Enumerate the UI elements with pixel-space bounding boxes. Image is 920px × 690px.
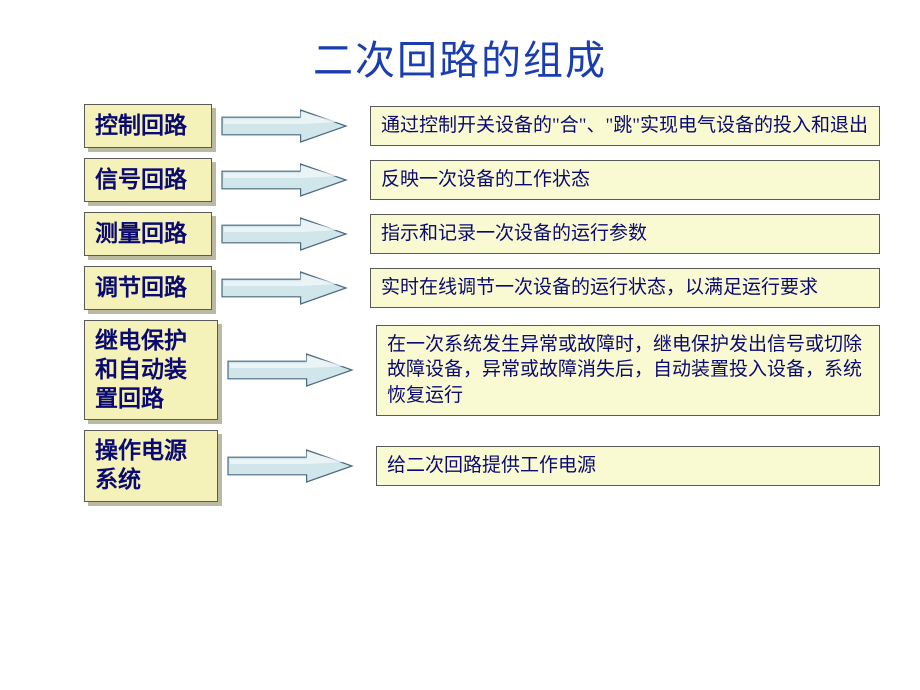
diagram-row: 继电保护和自动装置回路 在一次系统发生异常或故障时，继电保护发出信号或切除故障设… xyxy=(84,320,880,420)
description-text: 实时在线调节一次设备的运行状态，以满足运行要求 xyxy=(370,268,880,308)
diagram-content: 控制回路 通过控制开关设备的"合"、"跳"实现电气设备的投入和退出信号回路 反映… xyxy=(0,104,920,502)
category-label: 信号回路 xyxy=(84,158,212,202)
diagram-row: 控制回路 通过控制开关设备的"合"、"跳"实现电气设备的投入和退出 xyxy=(84,104,880,148)
diagram-row: 操作电源系统 给二次回路提供工作电源 xyxy=(84,430,880,502)
arrow-icon xyxy=(226,446,356,486)
arrow-icon xyxy=(226,350,356,390)
arrow-icon xyxy=(220,268,350,308)
page-title: 二次回路的组成 xyxy=(0,0,920,104)
description-text: 指示和记录一次设备的运行参数 xyxy=(370,214,880,254)
arrow-icon xyxy=(220,160,350,200)
description-text: 给二次回路提供工作电源 xyxy=(376,446,880,486)
category-label: 调节回路 xyxy=(84,266,212,310)
description-text: 反映一次设备的工作状态 xyxy=(370,160,880,200)
category-label: 操作电源系统 xyxy=(84,430,218,502)
category-label: 继电保护和自动装置回路 xyxy=(84,320,218,420)
diagram-row: 信号回路 反映一次设备的工作状态 xyxy=(84,158,880,202)
arrow-icon xyxy=(220,106,350,146)
diagram-row: 测量回路 指示和记录一次设备的运行参数 xyxy=(84,212,880,256)
category-label: 测量回路 xyxy=(84,212,212,256)
category-label: 控制回路 xyxy=(84,104,212,148)
description-text: 通过控制开关设备的"合"、"跳"实现电气设备的投入和退出 xyxy=(370,106,880,146)
description-text: 在一次系统发生异常或故障时，继电保护发出信号或切除故障设备，异常或故障消失后，自… xyxy=(376,325,880,416)
diagram-row: 调节回路 实时在线调节一次设备的运行状态，以满足运行要求 xyxy=(84,266,880,310)
arrow-icon xyxy=(220,214,350,254)
